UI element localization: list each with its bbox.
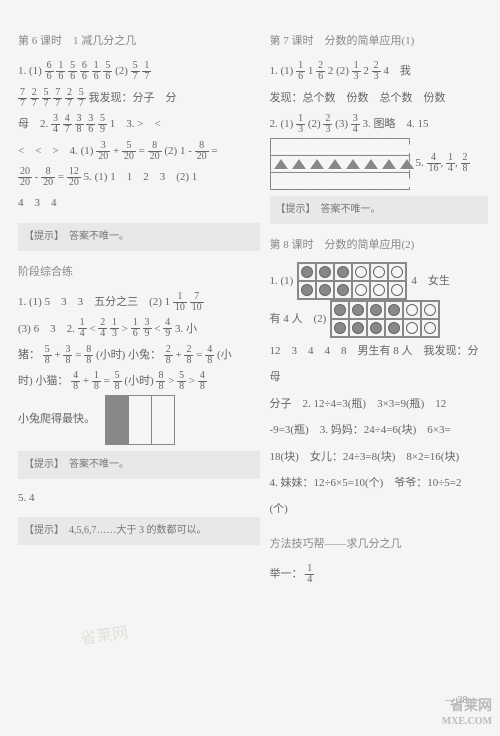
l6-line5: 2020 - 820 = 1220 5. (1) 1 1 2 3 (2) 1 [18,164,260,190]
l7-q1: 1. (1) 16 1 26 2 (2) 13 2 23 4 我 [270,58,489,84]
stage-cat: 时) 小猫： 48 + 18 = 58 (小时) 88 > 58 > 48 [18,368,260,394]
hint-r1: 【提示】 答案不唯一。 [270,196,489,224]
l8-line3: -9=3(瓶) 3. 妈妈：24÷4=6(块) 6×3= [270,417,489,443]
lesson7-title: 第 7 课时 分数的简单应用(1) [270,28,489,54]
l7-discover: 发现：总个数 份数 总个数 份数 [270,85,489,111]
hint-3: 【提示】 4,5,6,7……大于 3 的数都可以。 [18,517,260,545]
l7-q2: 2. (1) 13 (2) 23 (3) 34 3. 图略 4. 15 [270,111,489,137]
l8-line: 12 3 4 4 8 男生有 8 人 我发现：分母 [270,338,489,391]
lesson6-title: 第 6 课时 1 减几分之几 [18,28,260,54]
stage-pig: 猪： 58 + 38 = 88 (小时) 小兔： 28 + 28 = 48 (小 [18,342,260,368]
l8-q1: 1. (1) 4 女生 [270,262,489,300]
hint-1: 【提示】 答案不唯一。 [18,223,260,251]
stage-title: 阶段综合练 [18,259,260,285]
stage-q1: 1. (1) 5 3 3 五分之三 (2) 1 110 710 [18,289,260,315]
l6-line1: 1. (1) 66 16 56 66 16 56 (2) 57 17 [18,58,260,84]
stage-fastest: 小兔爬得最快。 [18,395,260,445]
lesson8-title: 第 8 课时 分数的简单应用(2) [270,232,489,258]
l6-line6: 4 3 4 [18,190,260,216]
l6-line2: 77 27 57 77 27 57 我发现：分子 分 [18,85,260,111]
hint-2: 【提示】 答案不唯一。 [18,451,260,479]
circ-grid-1 [297,262,407,300]
rect-diagram [105,395,175,445]
stage-q13: (3) 6 3 2. 14 < 24 13 > 16 39 < 49 3. 小 [18,316,260,342]
method-ju: 举一： 14 [270,561,489,587]
tri-diagram: 5. 416, 14, 28 [270,138,489,190]
circ-grid-2 [330,300,440,338]
l8-line6: (个) [270,496,489,522]
l6-line4: < < > 4. (1) 320 + 520 = 820 (2) 1 - 820… [18,138,260,164]
watermark: 省莱网 MXE.COM [442,699,492,728]
l6-line3: 母 2. 34 47 38 36 59 1 3. > < [18,111,260,137]
l8-has4: 有 4 人 (2) [270,300,489,338]
stage-54: 5. 4 [18,485,260,511]
method-title: 方法技巧帮——求几分之几 [270,531,489,557]
l8-line4: 18(块) 女儿：24÷3=8(块) 8×2=16(块) [270,444,489,470]
watermark-faint: 省莱网 [79,619,130,649]
l8-line2: 分子 2. 12÷4=3(瓶) 3×3=9(瓶) 12 [270,391,489,417]
l8-line5: 4. 妹妹：12÷6×5=10(个) 爷爷：10÷5=2 [270,470,489,496]
